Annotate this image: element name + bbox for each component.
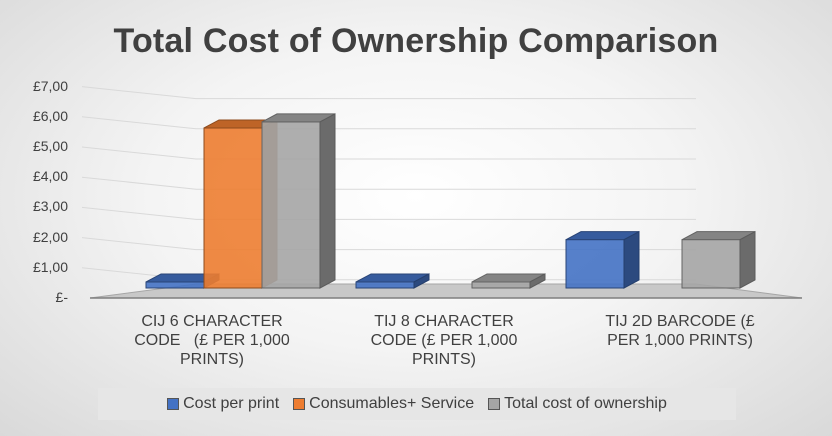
legend-item-consumables: Consumables+ Service bbox=[293, 395, 474, 413]
gridline bbox=[81, 176, 696, 190]
bar bbox=[565, 230, 640, 289]
gridlines bbox=[81, 86, 696, 281]
x-category-label-line: CODE (£ PER 1,000 bbox=[370, 332, 518, 349]
bar-face bbox=[565, 239, 625, 289]
legend-label: Cost per print bbox=[183, 395, 280, 412]
legend-label: Total cost of ownership bbox=[504, 395, 667, 412]
bar bbox=[355, 273, 430, 289]
x-category-label: CIJ 6 CHARACTER CODE (£ PER 1,000 PRINTS) bbox=[112, 312, 312, 369]
bar-face bbox=[261, 121, 321, 289]
bar-side bbox=[413, 273, 430, 289]
x-category-label-line: PRINTS) bbox=[412, 351, 476, 368]
bar-face bbox=[471, 281, 531, 289]
gridline bbox=[81, 116, 696, 130]
x-category-label-line: TIJ 8 CHARACTER bbox=[374, 313, 514, 330]
bar-face bbox=[681, 239, 741, 289]
gridline bbox=[81, 86, 696, 100]
y-tick-label: £2,00 bbox=[32, 228, 68, 245]
legend: Cost per print Consumables+ Service Tota… bbox=[98, 388, 736, 420]
legend-label: Consumables+ Service bbox=[309, 395, 475, 412]
gridline bbox=[81, 146, 696, 160]
gridline bbox=[81, 237, 696, 251]
bar bbox=[261, 113, 336, 289]
bar bbox=[471, 273, 546, 289]
bar-side bbox=[529, 273, 546, 289]
x-category-label-line: CODE (£ PER 1,000 bbox=[134, 332, 290, 349]
x-category-label-line: PRINTS) bbox=[180, 351, 244, 368]
legend-swatch-gray bbox=[488, 398, 501, 410]
x-category-label: TIJ 8 CHARACTER CODE (£ PER 1,000 PRINTS) bbox=[344, 312, 544, 369]
x-category-label-line: TIJ 2D BARCODE (£ bbox=[605, 313, 755, 330]
bar-face bbox=[145, 281, 205, 289]
y-tick-label: £1,00 bbox=[32, 258, 68, 275]
bar-side bbox=[739, 230, 756, 289]
legend-swatch-blue bbox=[167, 398, 180, 410]
y-tick-label: £3,00 bbox=[32, 198, 68, 215]
y-tick-label: £6,00 bbox=[32, 107, 68, 124]
gridline bbox=[81, 206, 696, 220]
x-category-label-line: CIJ 6 CHARACTER bbox=[141, 313, 283, 330]
legend-item-total-cost: Total cost of ownership bbox=[488, 395, 667, 413]
x-category-label-line: PER 1,000 PRINTS) bbox=[607, 332, 753, 349]
bar bbox=[681, 230, 756, 289]
legend-swatch-orange bbox=[293, 398, 306, 410]
x-category-label: TIJ 2D BARCODE (£ PER 1,000 PRINTS) bbox=[580, 312, 780, 350]
chart-title: Total Cost of Ownership Comparison bbox=[113, 22, 719, 60]
legend-item-cost-per-print: Cost per print bbox=[167, 395, 279, 413]
y-tick-label: £7,00 bbox=[32, 77, 68, 94]
bar-face bbox=[355, 281, 415, 289]
bars bbox=[145, 113, 756, 289]
bar-face bbox=[203, 127, 263, 289]
y-tick-label: £5,00 bbox=[32, 138, 68, 154]
bar-side bbox=[623, 230, 640, 289]
bar-side bbox=[319, 113, 336, 289]
y-tick-label: £- bbox=[55, 289, 68, 305]
y-tick-label: £4,00 bbox=[32, 168, 68, 185]
